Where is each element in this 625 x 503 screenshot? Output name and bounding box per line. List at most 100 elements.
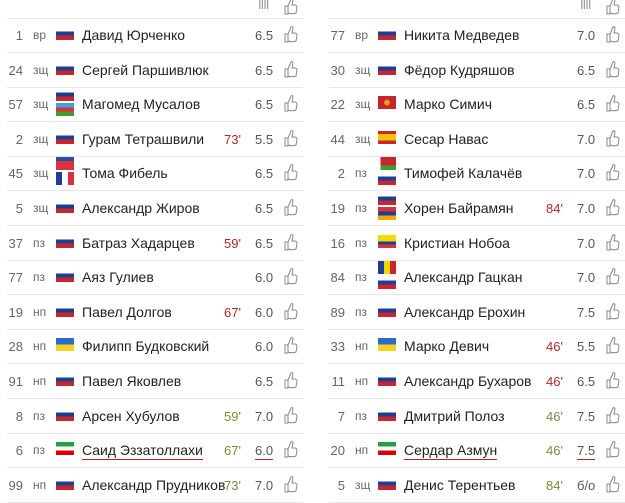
thumbs-up-icon[interactable] xyxy=(605,93,621,113)
player-name-link[interactable]: Денис Терентьев xyxy=(404,476,516,493)
thumbs-up-icon[interactable] xyxy=(283,405,299,425)
player-position: нп xyxy=(33,339,47,354)
player-name-link[interactable]: Павел Яковлев xyxy=(82,373,182,389)
flag-az-icon xyxy=(56,103,74,117)
player-name-link[interactable]: Сесар Навас xyxy=(404,130,489,147)
thumbs-up-icon[interactable] xyxy=(283,24,299,44)
player-rating: 6.5 xyxy=(255,62,274,78)
flag-ru-icon xyxy=(56,27,74,40)
player-position: пз xyxy=(33,235,45,250)
thumbs-up-icon[interactable] xyxy=(605,162,621,182)
player-name-link[interactable]: Александр Прудников xyxy=(82,476,226,493)
player-row[interactable]: 77 пз Аяз Гулиев 6.0 xyxy=(7,260,303,296)
player-name-link[interactable]: Давид Юрченко xyxy=(82,27,186,43)
player-name-link[interactable]: Тома Фибель xyxy=(82,165,168,182)
player-name-link[interactable]: Батраз Хадарцев xyxy=(82,234,195,251)
thumbs-up-icon[interactable] xyxy=(605,405,621,425)
thumbs-up-icon[interactable] xyxy=(283,439,299,459)
thumbs-up-icon[interactable] xyxy=(283,197,299,217)
player-row[interactable]: 16 пз Кристиан Нобоа 7.0 xyxy=(329,226,625,261)
player-row[interactable]: 1 вр Давид Юрченко 6.5 xyxy=(7,18,303,53)
player-row[interactable]: 44 зщ Сесар Навас 7.0 xyxy=(329,122,625,157)
player-name-link[interactable]: Александр Гацкан xyxy=(404,269,523,286)
flag-am-icon xyxy=(378,207,396,220)
thumbs-up-icon[interactable] xyxy=(283,232,299,252)
player-rating: 7.0 xyxy=(577,201,596,216)
player-row[interactable]: 45 зщ Тома Фибель 6.5 xyxy=(7,156,303,192)
player-row[interactable]: 57 зщ Магомед Мусалов 6.5 xyxy=(7,87,303,123)
player-rating: 7.0 xyxy=(577,270,596,286)
player-row[interactable]: 22 зщ Марко Симич 6.5 xyxy=(329,87,625,123)
thumbs-up-icon[interactable] xyxy=(605,474,621,494)
player-name-link[interactable]: Хорен Байрамян xyxy=(404,200,514,216)
player-row[interactable]: 8 пз Арсен Хубулов 59' 7.0 xyxy=(7,399,303,434)
player-name-link[interactable]: Тимофей Калачёв xyxy=(404,165,523,182)
thumbs-up-icon[interactable] xyxy=(605,232,621,252)
thumbs-up-icon[interactable] xyxy=(605,24,621,44)
player-row[interactable]: 33 нп Марко Девич 46' 5.5 xyxy=(329,329,625,365)
player-name-link[interactable]: Гурам Тетрашвили xyxy=(82,130,205,147)
thumbs-up-icon[interactable] xyxy=(605,370,621,390)
thumbs-up-icon[interactable] xyxy=(605,197,621,217)
player-name-link[interactable]: Саид Эззатоллахи xyxy=(82,442,203,461)
thumbs-up-icon[interactable] xyxy=(605,301,621,321)
thumbs-up-icon[interactable] xyxy=(283,59,299,79)
player-row[interactable]: 28 нп Филипп Будковский 6.0 xyxy=(7,329,303,365)
player-name-link[interactable]: Дмитрий Полоз xyxy=(404,407,505,424)
player-name-link[interactable]: Марко Симич xyxy=(404,96,493,113)
player-name-link[interactable]: Аяз Гулиев xyxy=(82,269,154,286)
player-row[interactable]: 89 пз Александр Ерохин 7.5 xyxy=(329,295,625,330)
flag-ru-icon xyxy=(56,234,74,248)
thumbs-up-icon[interactable] xyxy=(283,474,299,494)
player-name-link[interactable]: Арсен Хубулов xyxy=(82,407,180,424)
player-row[interactable]: 77 вр Никита Медведев 7.0 xyxy=(329,18,625,53)
player-position: зщ xyxy=(355,97,371,112)
thumbs-up-icon[interactable] xyxy=(283,335,299,355)
player-row[interactable]: 91 нп Павел Яковлев 6.5 xyxy=(7,364,303,399)
player-name-link[interactable]: Сердар Азмун xyxy=(404,442,498,461)
player-row[interactable]: 2 пз Тимофей Калачёв 7.0 xyxy=(329,156,625,192)
thumbs-up-icon[interactable] xyxy=(605,266,621,286)
player-row[interactable]: 84 пз Александр Гацкан 7.0 xyxy=(329,260,625,296)
substitution-minute: 59' xyxy=(224,408,241,424)
player-row[interactable]: 30 зщ Фёдор Кудряшов 6.5 xyxy=(329,53,625,88)
player-row[interactable]: 20 нп Сердар Азмун 46' 7.5 xyxy=(329,433,625,469)
thumbs-up-icon[interactable] xyxy=(605,59,621,79)
thumbs-up-icon[interactable] xyxy=(605,439,621,459)
nationality-flags xyxy=(56,373,74,386)
player-number: 91 xyxy=(8,374,23,389)
player-name-link[interactable]: Александр Ерохин xyxy=(404,303,526,320)
player-name-link[interactable]: Александр Жиров xyxy=(82,200,200,216)
player-name-link[interactable]: Магомед Мусалов xyxy=(82,96,201,113)
player-row[interactable]: 24 зщ Сергей Паршивлюк 6.5 xyxy=(7,53,303,88)
thumbs-up-icon[interactable] xyxy=(605,128,621,148)
player-row[interactable]: 37 пз Батраз Хадарцев 59' 6.5 xyxy=(7,226,303,261)
player-number: 84 xyxy=(330,270,345,286)
player-row[interactable]: 2 зщ Гурам Тетрашвили 73' 5.5 xyxy=(7,122,303,157)
player-row[interactable]: 5 зщ Александр Жиров 6.5 xyxy=(7,191,303,226)
nationality-flags xyxy=(378,96,396,110)
player-row[interactable]: 19 пз Хорен Байрамян 84' 7.0 xyxy=(329,191,625,226)
player-name-link[interactable]: Павел Долгов xyxy=(82,303,172,320)
player-row[interactable]: 99 нп Александр Прудников 73' 7.0 xyxy=(7,468,303,503)
player-name-link[interactable]: Кристиан Нобоа xyxy=(404,234,510,251)
thumbs-up-icon[interactable] xyxy=(283,128,299,148)
player-row[interactable]: 19 нп Павел Долгов 67' 6.0 xyxy=(7,295,303,330)
thumbs-up-icon[interactable] xyxy=(283,370,299,390)
player-row[interactable]: 7 пз Дмитрий Полоз 46' 7.5 xyxy=(329,399,625,434)
flag-ru-icon xyxy=(378,192,396,205)
player-name-link[interactable]: Никита Медведев xyxy=(404,27,520,43)
player-name-link[interactable]: Филипп Будковский xyxy=(82,338,210,355)
player-name-link[interactable]: Марко Девич xyxy=(404,338,490,355)
player-name-link[interactable]: Сергей Паршивлюк xyxy=(82,61,209,78)
thumbs-up-icon[interactable] xyxy=(605,335,621,355)
player-row[interactable]: 5 зщ Денис Терентьев 84' б/о xyxy=(329,468,625,503)
player-name-link[interactable]: Александр Бухаров xyxy=(404,373,532,389)
thumbs-up-icon[interactable] xyxy=(283,162,299,182)
thumbs-up-icon[interactable] xyxy=(283,301,299,321)
thumbs-up-icon[interactable] xyxy=(283,266,299,286)
player-row[interactable]: 6 пз Саид Эззатоллахи 67' 6.0 xyxy=(7,433,303,469)
player-row[interactable]: 11 нп Александр Бухаров 46' 6.5 xyxy=(329,364,625,399)
player-name-link[interactable]: Фёдор Кудряшов xyxy=(404,61,515,78)
thumbs-up-icon[interactable] xyxy=(283,93,299,113)
